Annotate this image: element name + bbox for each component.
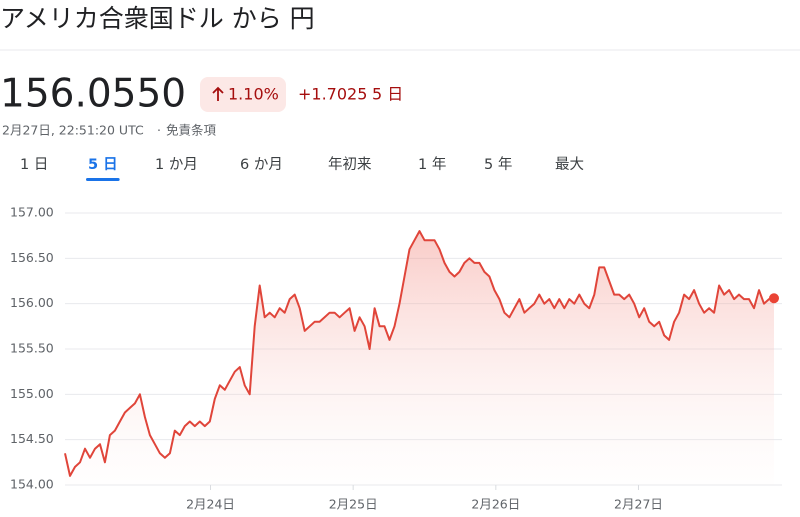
y-tick-label: 157.00 xyxy=(10,205,54,220)
price: 156.0550 xyxy=(0,72,186,117)
y-tick-label: 155.00 xyxy=(10,386,54,401)
x-tick-label: 2月27日 xyxy=(614,497,663,512)
range-tab[interactable]: 年初来 xyxy=(328,156,372,173)
range-tab[interactable]: 5 年 xyxy=(484,156,512,173)
range-tab[interactable]: 1 か月 xyxy=(155,156,198,173)
range-tab[interactable]: 5 日 xyxy=(88,156,118,173)
x-tick-label: 2月26日 xyxy=(471,497,520,512)
change-percent: 1.10% xyxy=(228,85,279,104)
title: アメリカ合衆国ドル から 円 xyxy=(0,4,315,33)
tab-underline xyxy=(86,178,120,181)
y-tick-label: 155.50 xyxy=(10,341,54,356)
disclaimer-link[interactable]: 免責条項 xyxy=(166,123,217,138)
range-tab[interactable]: 最大 xyxy=(555,156,584,173)
y-tick-label: 156.00 xyxy=(10,295,54,310)
last-point xyxy=(769,293,779,304)
y-tick-label: 156.50 xyxy=(10,250,54,265)
price-line xyxy=(64,230,775,477)
timestamp: 2月27日, 22:51:20 UTC xyxy=(2,123,144,138)
y-tick-label: 154.00 xyxy=(10,477,54,492)
range-tab[interactable]: 1 日 xyxy=(20,157,48,173)
change-badge xyxy=(200,77,286,112)
range-tab[interactable]: 1 年 xyxy=(418,156,446,173)
up-arrow xyxy=(212,86,224,101)
chart: 154.00 154.50 155.00 155.50 156.00 156.50 157.… xyxy=(10,205,782,512)
separator: · xyxy=(157,123,161,138)
y-tick-label: 154.50 xyxy=(10,431,54,446)
change: +1.7025 xyxy=(298,85,367,104)
range-tab[interactable]: 6 か月 xyxy=(240,156,283,173)
x-tick-label: 2月24日 xyxy=(186,497,235,512)
area-fill xyxy=(65,231,774,485)
range-tabs: 1 日 5 日 1 か月 6 か月 年初来 1 年 5 年 最大 xyxy=(20,156,584,181)
period: 5 日 xyxy=(372,85,403,104)
x-tick-label: 2月25日 xyxy=(329,497,378,512)
